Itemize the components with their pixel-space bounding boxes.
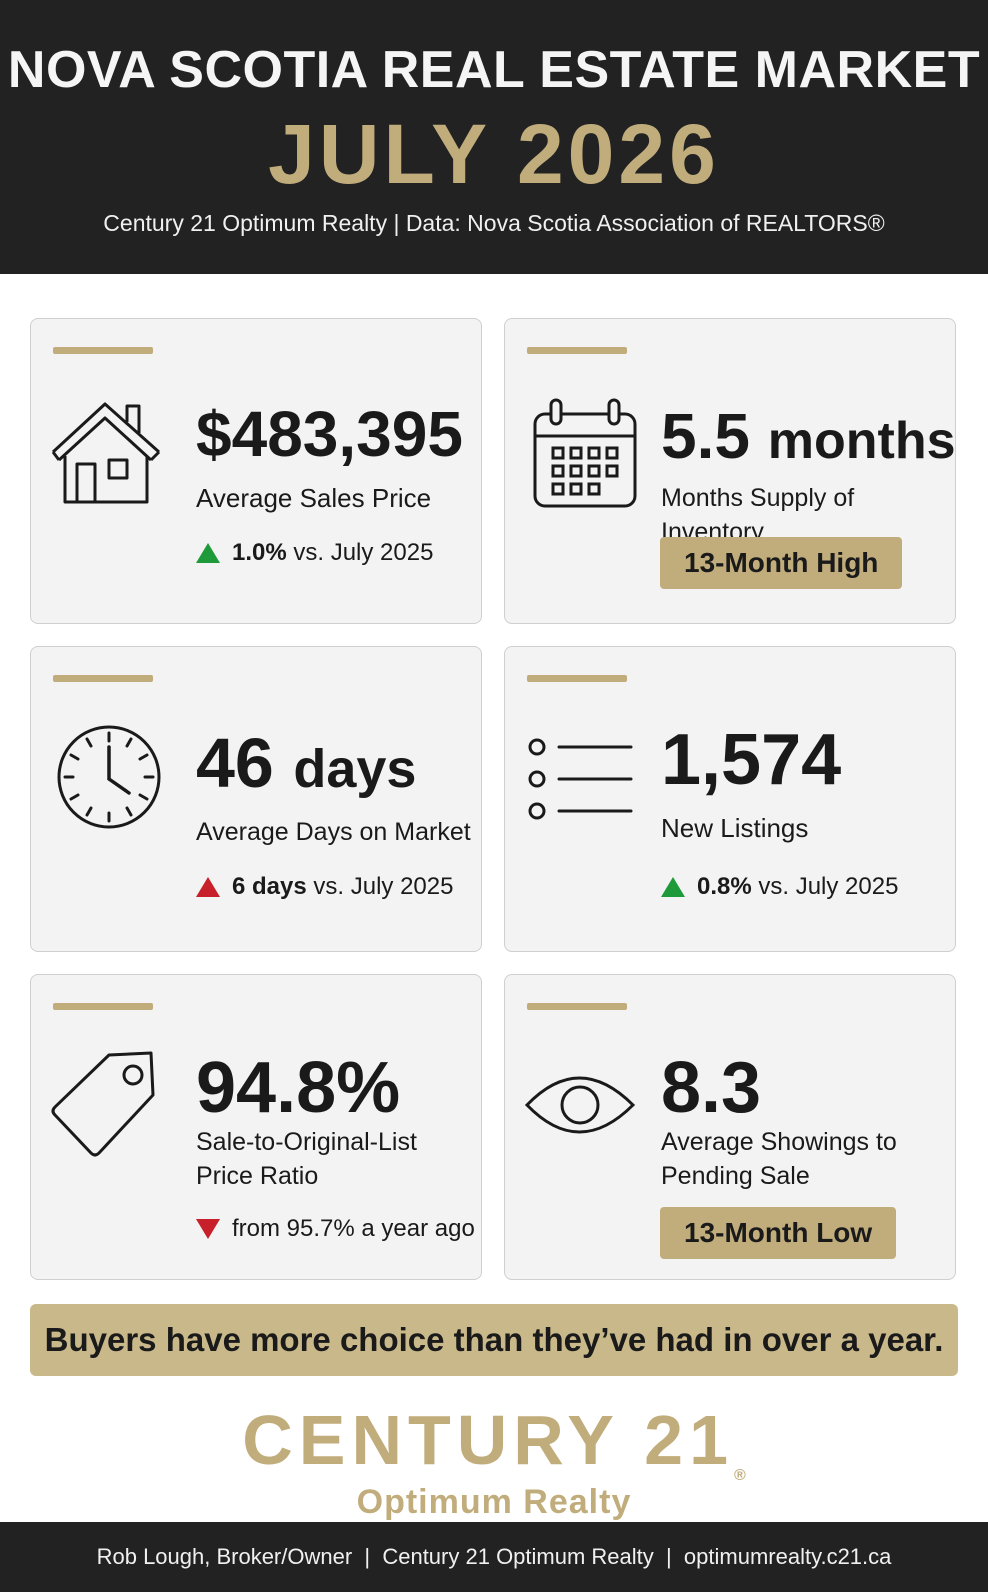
card-accent-bar [527, 347, 627, 354]
card-change: 1.0% vs. July 2025 [196, 539, 433, 567]
card-label: Months Supply of Inventory [661, 484, 855, 546]
change-value: 6 days [232, 873, 307, 900]
card-change: 6 days vs. July 2025 [196, 873, 453, 901]
card-accent-bar [53, 1003, 153, 1010]
page-title: NOVA SCOTIA REAL ESTATE MARKET [7, 41, 981, 99]
card-average-showings: 8.3 Average Showings to Pending Sale 13-… [504, 974, 956, 1280]
brokerage-logo: CENTURY 21® Optimum Realty [0, 1400, 988, 1524]
footer-text: Rob Lough, Broker/Owner | Century 21 Opt… [96, 1544, 892, 1569]
card-value: 46 days [196, 723, 416, 803]
value-number: 5.5 [661, 400, 750, 472]
card-new-listings: 1,574 New Listings 0.8% vs. July 2025 [504, 646, 956, 952]
card-accent-bar [53, 347, 153, 354]
change-text: vs. July 2025 [293, 539, 434, 566]
brand-wordmark: CENTURY 21® [0, 1400, 988, 1484]
card-label: New Listings [661, 813, 809, 843]
house-icon [51, 402, 161, 504]
value-number: 46 [196, 724, 274, 802]
label-line: Sale-to-Original-List [196, 1128, 417, 1156]
card-label: Average Days on Market [196, 818, 471, 846]
down-arrow-icon [196, 1219, 220, 1239]
label-line: Pending Sale [661, 1162, 810, 1190]
card-label: Average Showings to Pending Sale [661, 1125, 897, 1193]
card-value: 8.3 [661, 1048, 762, 1128]
office-name: Optimum Realty [356, 1483, 632, 1521]
card-accent-bar [527, 1003, 627, 1010]
value-unit: days [293, 739, 417, 799]
card-value: 94.8% [196, 1048, 401, 1128]
status-badge: 13-Month High [660, 537, 903, 589]
label-line: Price Ratio [196, 1162, 319, 1190]
change-text: vs. July 2025 [758, 873, 899, 900]
card-value: $483,395 [196, 398, 463, 470]
summary-banner: Buyers have more choice than they’ve had… [30, 1304, 958, 1376]
calendar-icon [533, 398, 637, 508]
card-value: 1,574 [661, 720, 842, 800]
card-accent-bar [53, 675, 153, 682]
card-accent-bar [527, 675, 627, 682]
value-unit: months [767, 412, 956, 470]
price-tag-icon [51, 1051, 155, 1157]
card-label: Average Sales Price [196, 483, 432, 513]
card-months-supply: 5.5 months Months Supply of Inventory 13… [504, 318, 956, 624]
status-badge: 13-Month Low [660, 1207, 897, 1259]
card-days-on-market: 46 days Average Days on Market 6 days vs… [30, 646, 482, 952]
up-arrow-icon [196, 543, 220, 563]
card-value: 5.5 months [661, 399, 956, 473]
card-change: from 95.7% a year ago [196, 1215, 475, 1243]
brand-name: CENTURY 21 [242, 1401, 734, 1479]
header: NOVA SCOTIA REAL ESTATE MARKET JULY 2026… [0, 0, 988, 274]
card-average-sales-price: $483,395 Average Sales Price 1.0% vs. Ju… [30, 318, 482, 624]
up-arrow-icon [196, 877, 220, 897]
clock-icon [57, 725, 161, 829]
registered-mark: ® [734, 1467, 746, 1484]
label-line: Average Showings to [661, 1128, 897, 1156]
footer: Rob Lough, Broker/Owner | Century 21 Opt… [0, 1522, 988, 1592]
change-value: 1.0% [232, 539, 287, 566]
report-month: JULY 2026 [268, 107, 720, 201]
up-arrow-icon [661, 877, 685, 897]
list-icon [528, 738, 633, 820]
header-subtitle: Century 21 Optimum Realty | Data: Nova S… [103, 210, 885, 236]
change-text: from 95.7% a year ago [232, 1215, 475, 1242]
card-label: Sale-to-Original-List Price Ratio [196, 1125, 417, 1193]
card-change: 0.8% vs. July 2025 [661, 873, 898, 901]
card-sale-to-list-ratio: 94.8% Sale-to-Original-List Price Ratio … [30, 974, 482, 1280]
eye-icon [524, 1076, 636, 1134]
change-text: vs. July 2025 [313, 873, 454, 900]
change-value: 0.8% [697, 873, 752, 900]
